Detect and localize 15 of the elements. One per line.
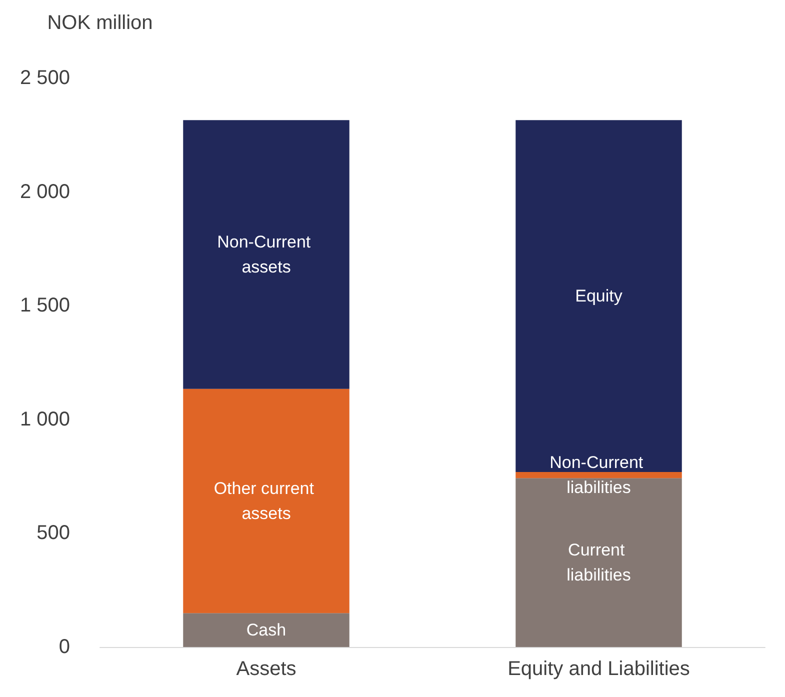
y-tick-label: 1 500 [20,294,70,317]
x-tick-label: Assets [236,658,296,680]
y-axis-title: NOK million [47,12,153,34]
series-label: Current liabilities [566,540,631,585]
y-tick-label: 0 [58,636,70,658]
series-label: Non-Current assets [217,232,316,277]
y-tick-label: 2 500 [20,67,70,89]
series-label: Other current assets [214,478,319,523]
series-label: Non-Current liabilities [550,453,648,498]
x-tick-label: Equity and Liabilities [508,658,690,680]
series-label: Cash [246,620,286,640]
y-tick-label: 1 000 [20,408,70,430]
series-label: Equity [575,286,623,306]
y-tick-label: 500 [36,522,70,544]
y-tick-label: 2 000 [20,180,70,203]
